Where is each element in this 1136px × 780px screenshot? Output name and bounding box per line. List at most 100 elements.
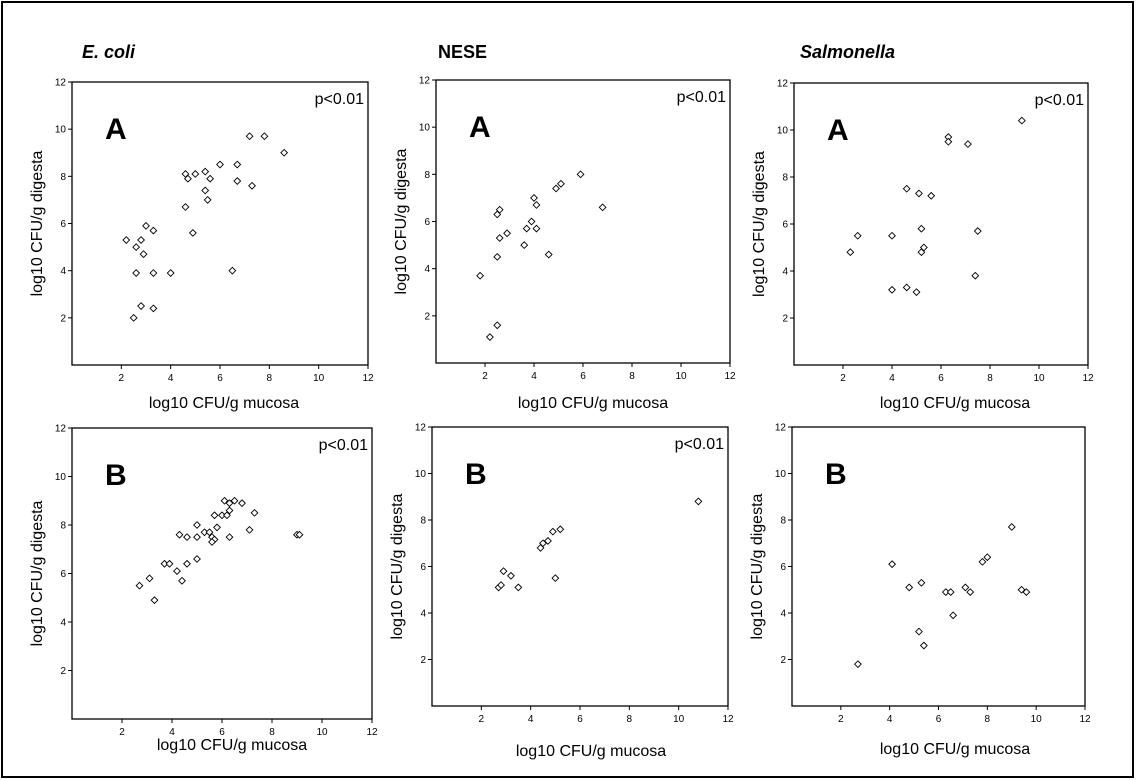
data-point — [964, 140, 972, 149]
x-tick-label: 8 — [629, 371, 635, 382]
y-tick-label: 2 — [424, 311, 430, 322]
data-point — [225, 533, 234, 542]
y-tick-label: 8 — [60, 172, 66, 183]
y-tick-label: 12 — [775, 423, 787, 434]
data-point — [576, 170, 585, 179]
p-value-label: p<0.01 — [319, 437, 368, 454]
data-point — [149, 226, 158, 235]
x-tick-label: 12 — [1079, 714, 1091, 725]
data-point — [552, 184, 560, 193]
data-point — [201, 167, 210, 176]
data-point — [181, 203, 190, 211]
data-point — [915, 189, 923, 198]
data-point — [551, 574, 560, 583]
y-tick-label: 8 — [424, 170, 430, 181]
data-point — [191, 170, 200, 178]
data-point — [548, 527, 557, 536]
data-point — [853, 231, 862, 240]
data-point — [225, 499, 234, 508]
y-tick-label: 6 — [782, 220, 788, 231]
y-tick-label: 8 — [60, 521, 66, 532]
panel-letter: A — [105, 113, 127, 146]
data-point — [946, 588, 955, 597]
x-axis-label: log10 CFU/g mucosa — [149, 395, 299, 412]
data-point — [539, 539, 547, 548]
y-tick-label: 10 — [55, 472, 67, 483]
data-point — [210, 511, 219, 520]
x-axis-label: log10 CFU/g mucosa — [157, 737, 307, 754]
data-point — [973, 227, 982, 235]
x-tick-label: 8 — [269, 727, 275, 738]
data-point — [260, 132, 269, 141]
data-point — [966, 588, 975, 597]
data-point — [205, 528, 214, 537]
data-point — [888, 560, 897, 569]
y-tick-label: 6 — [420, 562, 426, 573]
data-point — [129, 313, 138, 322]
data-point — [944, 137, 953, 146]
data-point — [175, 530, 184, 539]
data-point — [188, 228, 197, 237]
data-point — [694, 497, 703, 506]
data-point — [495, 234, 504, 242]
data-point — [233, 177, 242, 185]
p-value-label: p<0.01 — [675, 436, 724, 453]
data-point — [166, 269, 175, 277]
panel-letter: B — [465, 458, 487, 491]
x-tick-label: 2 — [838, 714, 844, 725]
y-tick-label: 2 — [420, 655, 426, 666]
y-tick-label: 12 — [55, 78, 67, 89]
data-point — [598, 203, 607, 212]
data-point — [201, 186, 210, 195]
data-point — [135, 581, 144, 590]
y-axis-label: log10 CFU/g digesta — [389, 493, 406, 639]
y-tick-label: 2 — [60, 666, 66, 677]
data-point — [220, 496, 229, 505]
data-point — [149, 304, 158, 313]
data-point — [530, 193, 538, 202]
data-point — [178, 576, 186, 585]
data-point — [556, 525, 565, 534]
x-tick-label: 8 — [267, 373, 273, 384]
y-tick-label: 8 — [782, 173, 788, 184]
panel-salmonella-a: 2 4 6 8 10 12 2 4 6 8 10 12 Ap<0.01 log10 CFU/g mucos… — [751, 79, 1094, 413]
data-point — [522, 224, 531, 233]
data-point — [248, 181, 257, 190]
x-tick-label: 12 — [362, 373, 374, 384]
data-point — [137, 302, 146, 310]
data-point — [917, 248, 926, 257]
data-point — [520, 241, 529, 250]
data-point — [149, 269, 158, 277]
x-tick-label: 4 — [169, 727, 175, 738]
data-point — [853, 660, 862, 669]
data-point — [230, 496, 239, 505]
column-title-salmonella: Salmonella — [800, 42, 895, 62]
y-tick-label: 10 — [415, 469, 427, 480]
y-tick-label: 4 — [424, 264, 430, 275]
x-tick-label: 10 — [313, 373, 325, 384]
data-point — [150, 596, 159, 605]
data-point — [1007, 523, 1016, 531]
data-point — [971, 271, 980, 280]
x-tick-label: 4 — [531, 371, 537, 382]
x-tick-label: 2 — [840, 373, 846, 384]
y-tick-label: 10 — [777, 126, 789, 137]
data-point — [132, 243, 141, 252]
data-point — [193, 533, 201, 542]
data-point — [250, 508, 259, 517]
x-tick-label: 12 — [366, 727, 378, 738]
data-point — [183, 559, 191, 568]
data-point — [1017, 116, 1026, 125]
data-point — [193, 555, 201, 563]
x-tick-label: 8 — [985, 714, 991, 725]
data-point — [961, 583, 970, 592]
data-point — [476, 271, 485, 280]
data-point — [295, 530, 304, 539]
x-tick-label: 6 — [217, 373, 223, 384]
data-point — [183, 533, 191, 542]
data-point — [1022, 588, 1031, 597]
y-tick-label: 12 — [419, 76, 431, 87]
data-point — [183, 174, 192, 183]
